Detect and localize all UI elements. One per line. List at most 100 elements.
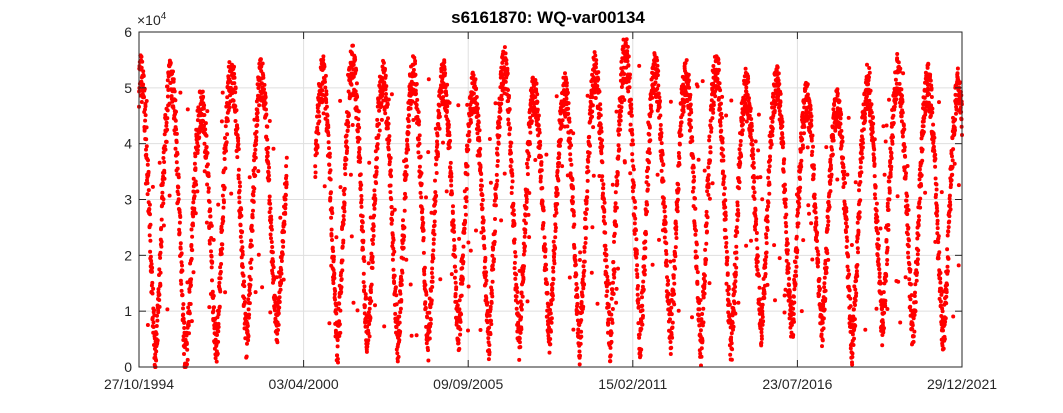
data-point xyxy=(339,290,344,294)
data-point xyxy=(658,99,662,103)
data-point xyxy=(144,99,149,103)
data-point xyxy=(508,164,513,169)
data-point xyxy=(612,269,617,274)
data-point xyxy=(265,137,270,142)
data-point xyxy=(590,114,594,119)
data-point xyxy=(643,255,648,260)
data-point xyxy=(499,93,504,98)
data-point xyxy=(544,267,549,272)
data-point xyxy=(634,251,639,256)
data-point xyxy=(140,59,145,64)
data-point xyxy=(260,61,265,66)
data-point xyxy=(768,154,772,159)
data-point xyxy=(202,141,207,146)
data-point xyxy=(176,185,181,190)
data-point xyxy=(824,145,829,150)
data-point xyxy=(322,64,327,69)
data-point xyxy=(276,328,280,332)
data-point xyxy=(215,333,219,337)
data-point xyxy=(324,92,329,97)
data-point xyxy=(381,60,386,65)
data-point xyxy=(431,256,436,261)
data-point xyxy=(359,197,364,202)
data-point xyxy=(555,202,560,206)
data-point xyxy=(609,339,614,344)
data-point xyxy=(448,160,453,165)
data-point xyxy=(157,292,162,297)
data-point xyxy=(594,61,599,66)
data-point xyxy=(787,289,792,294)
data-point xyxy=(734,256,739,261)
data-point xyxy=(655,86,660,91)
data-point xyxy=(201,106,206,111)
data-point xyxy=(694,266,699,271)
data-point xyxy=(220,242,225,247)
data-point xyxy=(688,102,693,107)
data-point xyxy=(704,257,709,262)
data-point xyxy=(462,226,467,231)
data-point xyxy=(760,197,765,202)
data-point xyxy=(702,291,707,296)
data-point xyxy=(341,221,346,226)
data-point xyxy=(190,234,195,239)
data-point xyxy=(723,210,728,215)
data-point xyxy=(514,272,519,277)
data-point xyxy=(374,181,379,186)
data-point xyxy=(533,95,538,100)
data-point xyxy=(207,305,212,310)
data-point xyxy=(783,201,788,206)
data-point xyxy=(150,269,154,274)
data-point xyxy=(794,234,799,239)
data-point xyxy=(581,286,586,291)
data-point xyxy=(477,152,482,157)
data-point xyxy=(246,333,251,338)
data-point xyxy=(693,206,698,211)
data-point xyxy=(553,222,558,227)
data-point xyxy=(446,122,451,127)
data-point xyxy=(488,180,493,185)
data-point xyxy=(492,239,497,244)
data-point xyxy=(178,278,183,283)
data-point xyxy=(494,172,499,177)
data-point xyxy=(528,115,533,120)
data-point xyxy=(736,300,741,305)
data-point xyxy=(374,169,379,174)
data-point xyxy=(180,268,185,273)
data-point xyxy=(372,206,377,211)
data-point xyxy=(690,135,695,140)
data-point xyxy=(269,227,274,232)
data-point xyxy=(421,228,426,233)
data-point xyxy=(745,93,750,97)
data-point xyxy=(278,215,283,220)
data-point xyxy=(809,221,814,226)
data-point xyxy=(210,289,215,294)
data-point xyxy=(437,111,442,116)
data-point xyxy=(759,340,764,345)
data-point xyxy=(337,301,342,306)
data-point xyxy=(363,295,368,300)
data-point xyxy=(690,315,694,320)
data-point xyxy=(657,95,662,100)
data-point xyxy=(606,302,611,307)
data-point xyxy=(327,154,332,159)
data-point xyxy=(357,125,362,130)
data-point xyxy=(723,228,728,233)
data-point xyxy=(664,263,669,268)
data-point xyxy=(490,263,495,268)
data-point xyxy=(739,154,744,159)
data-point xyxy=(750,147,755,152)
data-point xyxy=(509,168,514,172)
data-point xyxy=(282,229,287,234)
data-point xyxy=(699,317,704,322)
data-point xyxy=(541,221,546,225)
data-point xyxy=(608,345,613,350)
data-point xyxy=(518,299,523,304)
data-point xyxy=(501,82,506,87)
data-point xyxy=(478,328,483,332)
data-point xyxy=(481,218,486,223)
data-point xyxy=(258,57,263,62)
data-point xyxy=(698,328,703,333)
data-point xyxy=(148,249,153,254)
data-point xyxy=(460,276,465,281)
data-point xyxy=(571,199,575,204)
